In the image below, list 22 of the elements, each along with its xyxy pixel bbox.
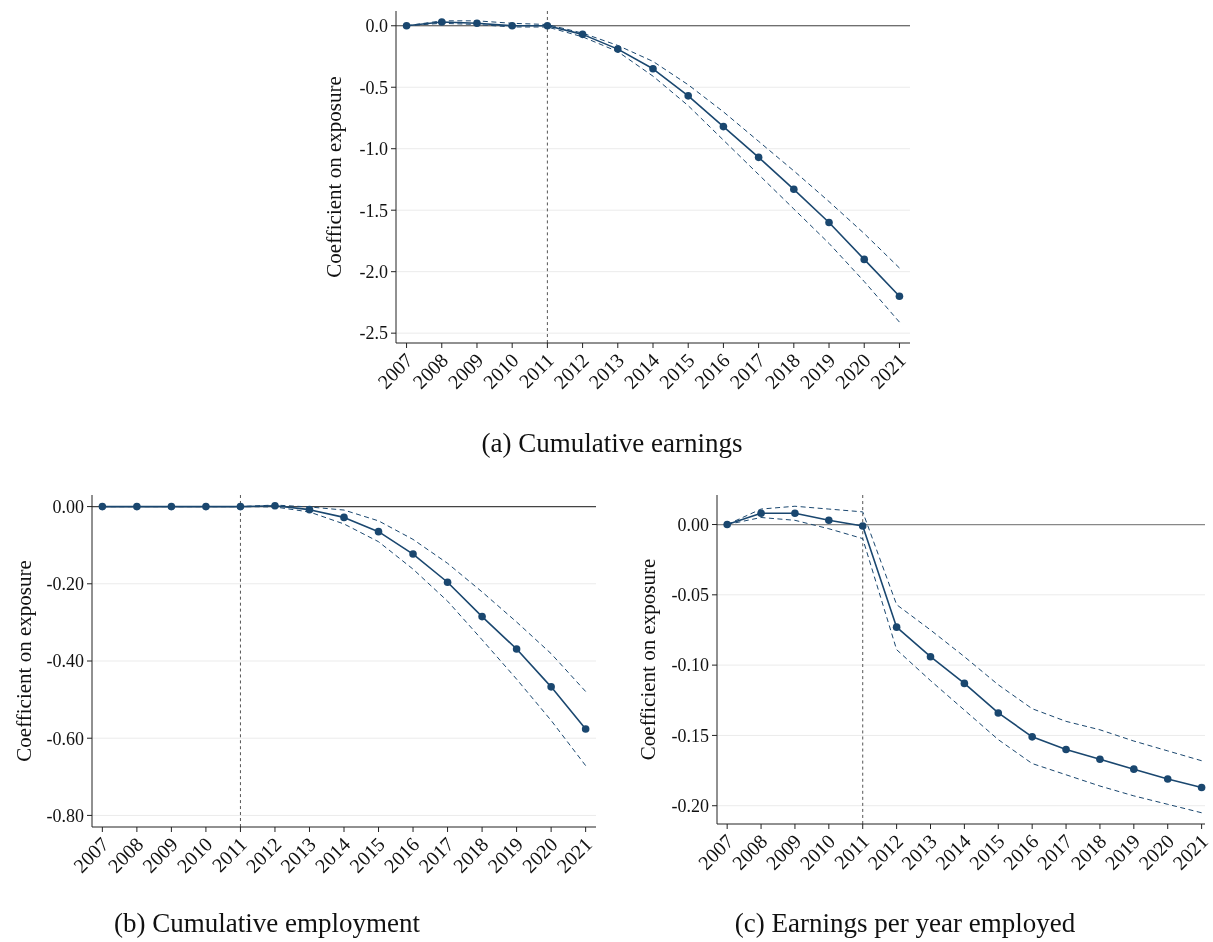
y-axis-title: Coefficient on exposure <box>322 76 347 278</box>
y-tick-label: -0.40 <box>46 651 84 672</box>
text: (c) Earnings per year employed <box>734 908 1076 938</box>
y-tick-label: -0.60 <box>46 728 84 749</box>
y-tick-label: 0.00 <box>677 514 709 535</box>
y-tick-label: -1.5 <box>359 200 388 221</box>
y-tick-label: 0.0 <box>365 16 388 37</box>
y-tick-label: -0.5 <box>359 77 388 98</box>
y-axis-title: Coefficient on exposure <box>636 558 661 761</box>
y-tick-label: -0.20 <box>46 574 84 595</box>
y-tick-label: -0.80 <box>46 805 84 826</box>
y-tick-label: -2.0 <box>359 261 388 282</box>
y-tick-label: -0.15 <box>671 725 709 746</box>
text: (b) Cumulative employment <box>114 908 421 938</box>
y-tick-label: -0.20 <box>671 796 709 817</box>
y-axis-title: Coefficient on exposure <box>12 560 37 762</box>
y-tick-label: -0.10 <box>671 655 709 676</box>
text: (a) Cumulative earnings <box>481 428 743 458</box>
y-tick-label: -0.05 <box>671 585 709 606</box>
y-tick-label: -1.0 <box>359 139 388 160</box>
y-tick-label: 0.00 <box>52 496 84 517</box>
y-tick-label: -2.5 <box>359 323 388 344</box>
